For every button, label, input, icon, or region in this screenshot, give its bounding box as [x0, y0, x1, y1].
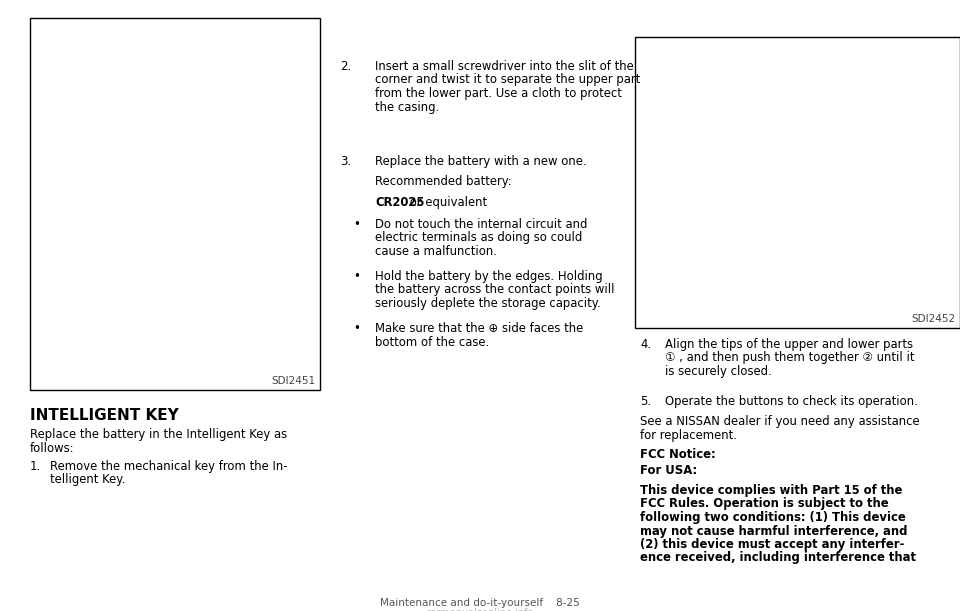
Text: This device complies with Part 15 of the: This device complies with Part 15 of the	[640, 484, 902, 497]
Text: for replacement.: for replacement.	[640, 428, 737, 442]
Text: SDI2451: SDI2451	[272, 376, 316, 386]
Text: •: •	[353, 218, 360, 231]
Text: Hold the battery by the edges. Holding: Hold the battery by the edges. Holding	[375, 270, 603, 283]
Text: is securely closed.: is securely closed.	[665, 365, 772, 378]
Text: carmanualsonline.info: carmanualsonline.info	[426, 608, 534, 611]
Text: follows:: follows:	[30, 442, 75, 455]
Text: electric terminals as doing so could: electric terminals as doing so could	[375, 232, 583, 244]
Text: Do not touch the internal circuit and: Do not touch the internal circuit and	[375, 218, 588, 231]
Text: telligent Key.: telligent Key.	[50, 474, 125, 486]
Text: may not cause harmful interference, and: may not cause harmful interference, and	[640, 524, 907, 538]
Text: the battery across the contact points will: the battery across the contact points wi…	[375, 284, 614, 296]
Text: INTELLIGENT KEY: INTELLIGENT KEY	[30, 408, 179, 423]
Text: bottom of the case.: bottom of the case.	[375, 335, 490, 348]
Text: or equivalent: or equivalent	[406, 196, 488, 209]
Text: 2.: 2.	[340, 60, 351, 73]
Text: cause a malfunction.: cause a malfunction.	[375, 245, 497, 258]
Text: SDI2452: SDI2452	[912, 314, 956, 324]
Text: 1.: 1.	[30, 460, 41, 473]
Text: 3.: 3.	[340, 155, 351, 168]
Text: FCC Rules. Operation is subject to the: FCC Rules. Operation is subject to the	[640, 497, 889, 511]
Bar	[30, 18, 320, 390]
Text: (2) this device must accept any interfer-: (2) this device must accept any interfer…	[640, 538, 904, 551]
Text: Make sure that the ⊕ side faces the: Make sure that the ⊕ side faces the	[375, 322, 584, 335]
Text: •: •	[353, 270, 360, 283]
Text: FCC Notice:: FCC Notice:	[640, 448, 715, 461]
Text: •: •	[353, 322, 360, 335]
Text: 5.: 5.	[640, 395, 651, 408]
Text: ence received, including interference that: ence received, including interference th…	[640, 552, 916, 565]
Text: Insert a small screwdriver into the slit of the: Insert a small screwdriver into the slit…	[375, 60, 634, 73]
Text: Replace the battery with a new one.: Replace the battery with a new one.	[375, 155, 587, 168]
Text: from the lower part. Use a cloth to protect: from the lower part. Use a cloth to prot…	[375, 87, 622, 100]
Text: Maintenance and do-it-yourself    8-25: Maintenance and do-it-yourself 8-25	[380, 598, 580, 608]
Text: seriously deplete the storage capacity.: seriously deplete the storage capacity.	[375, 297, 601, 310]
Bar	[635, 37, 960, 328]
Text: Align the tips of the upper and lower parts: Align the tips of the upper and lower pa…	[665, 338, 913, 351]
Text: the casing.: the casing.	[375, 100, 440, 114]
Text: Remove the mechanical key from the In-: Remove the mechanical key from the In-	[50, 460, 287, 473]
Text: Recommended battery:: Recommended battery:	[375, 175, 512, 188]
Text: following two conditions: (1) This device: following two conditions: (1) This devic…	[640, 511, 905, 524]
Text: 4.: 4.	[640, 338, 651, 351]
Text: Replace the battery in the Intelligent Key as: Replace the battery in the Intelligent K…	[30, 428, 287, 441]
Text: corner and twist it to separate the upper part: corner and twist it to separate the uppe…	[375, 73, 640, 87]
Text: CR2025: CR2025	[375, 196, 424, 209]
Text: Operate the buttons to check its operation.: Operate the buttons to check its operati…	[665, 395, 918, 408]
Text: ① , and then push them together ② until it: ① , and then push them together ② until …	[665, 351, 915, 365]
Text: For USA:: For USA:	[640, 464, 697, 477]
Text: See a NISSAN dealer if you need any assistance: See a NISSAN dealer if you need any assi…	[640, 415, 920, 428]
